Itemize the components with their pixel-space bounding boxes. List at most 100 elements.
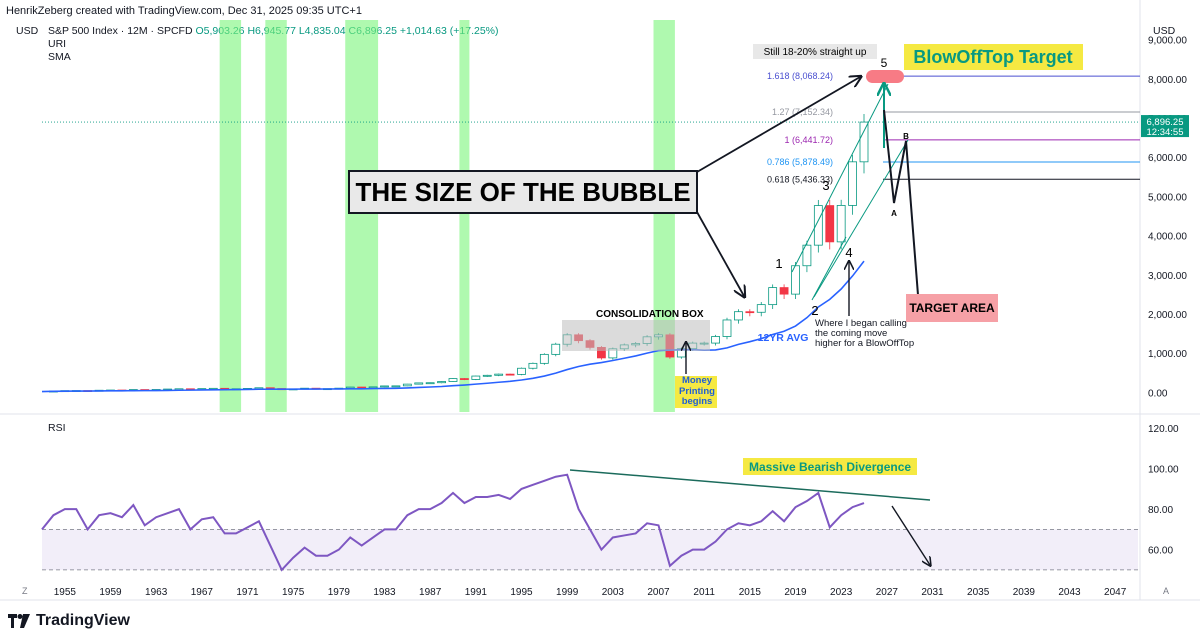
price-tick-label: 4,000.00 [1148,232,1187,243]
year-tick-label: 2047 [1104,587,1127,598]
candle-body [505,373,515,376]
candle-body [539,353,549,364]
divergence-label: Massive Bearish Divergence [749,460,911,474]
year-tick-label: 2011 [693,587,715,598]
candle-body [734,311,743,321]
price-tick-label: 8,000.00 [1148,75,1187,86]
candle-body [528,362,538,369]
low-label: L [298,25,305,37]
consolidation-box [562,320,710,351]
candle-body [345,386,355,389]
candle-body [825,205,835,243]
price-tick-label: 3,000.00 [1148,271,1187,282]
year-tick-label: 2019 [784,587,807,598]
candle-body [368,386,378,389]
candle-body [437,381,446,384]
bubble-title: THE SIZE OF THE BUBBLE [355,177,690,207]
candle-body [391,385,401,388]
year-tick-label: 1975 [282,587,305,598]
divergence-box [743,458,917,475]
tradingview-logo[interactable]: TradingView [8,612,130,630]
open-label: O [195,25,204,37]
year-tick-label: 1999 [556,587,579,598]
fib-label: 0.786 (5,878.49) [767,157,833,167]
candle-body [848,161,857,206]
year-tick-label: 1967 [191,587,214,598]
low-value: 4,835.04 [304,25,346,37]
price-tick-label: 2,000.00 [1148,310,1187,321]
high-label: H [247,25,256,37]
indicator-sma[interactable]: SMA [48,51,71,63]
candle-body [722,319,732,337]
candle-body [859,121,869,163]
wave-2-label: 2 [811,303,818,318]
rsi-pane-label[interactable]: RSI [48,422,66,434]
candle-body [471,375,481,380]
indicator-uri[interactable]: URI [48,38,67,50]
symbol-name[interactable]: S&P 500 Index · 12M · SPCFD [48,25,193,37]
rsi-down-arrow [891,505,930,565]
price-tick-label: 9,000.00 [1148,36,1187,47]
rsi-tick-label: 100.00 [1148,465,1179,476]
candle-body [711,336,720,344]
rsi-layer [41,473,1138,572]
began-calling-box: Where I began calling the coming move hi… [815,319,915,349]
year-tick-label: 2031 [921,587,944,598]
price-tag-countdown: 12:34:55 [1147,127,1184,138]
candle-body [836,205,846,243]
target-area-label: TARGET AREA [909,301,995,315]
price-tick-label: 0.00 [1148,388,1168,399]
year-tick-label: 2003 [602,587,625,598]
arrow-to-bubble [696,211,744,296]
price-tick-label: 6,000.00 [1148,153,1187,164]
year-tick-label: 2023 [830,587,853,598]
recession-shade [345,20,379,412]
channel-lower [813,139,909,298]
arrow-to-target [696,77,860,173]
year-tick-label: 1959 [99,587,122,598]
candle-body [745,311,755,314]
candle-body [357,386,367,389]
currency-right: USD [1153,25,1176,37]
candle-body [813,205,823,246]
money-printing-box [675,376,717,408]
year-tick-label: 2027 [876,587,899,598]
change-value: +1,014.63 (+17.25%) [399,25,499,37]
abc-path [883,109,919,296]
fib-label: 1 (6,441.72) [784,135,833,145]
straight-up-box [753,44,877,59]
avg-label: 12YR AVG [758,332,809,344]
year-tick-label: 2007 [647,587,670,598]
recession-shade [653,20,675,412]
brand-name: TradingView [36,612,130,629]
annotations-layer: CONSOLIDATION BOX THE SIZE OF THE BUBBLE… [348,44,1083,565]
bubble-title-box [348,170,698,214]
price-tag-value: 6,896.25 [1147,117,1184,128]
candle-body [517,367,526,375]
candle-body [768,287,778,306]
axis-layer: 9,000.008,000.007,000.006,000.005,000.00… [54,36,1189,598]
axis-corner-left: Z [22,586,28,596]
tradingview-logo-icon [8,614,30,628]
fib-label: 1.618 (8,068.24) [767,71,833,81]
year-tick-label: 2015 [739,587,762,598]
candle-body [425,382,435,385]
wave-b-label: B [903,132,909,141]
channel-upper [791,83,889,273]
year-tick-label: 1971 [236,587,259,598]
avg-line [41,260,865,393]
candles-layer [49,113,869,393]
year-tick-label: 1979 [328,587,351,598]
wave-3-label: 3 [822,178,829,193]
target-pill [866,70,904,83]
candle-body [402,383,412,387]
wave-4-label: 4 [845,245,852,260]
fibonacci-layer: 1.618 (8,068.24) 1.27 (7,152.34) 1 (6,441.… [42,71,1140,184]
consolidation-label: CONSOLIDATION BOX [596,309,704,320]
recession-shade [459,20,470,412]
year-tick-label: 1955 [54,587,77,598]
candle-body [460,378,469,380]
blowoff-target-label: BlowOffTop Target [913,47,1072,67]
candle-body [756,304,766,313]
